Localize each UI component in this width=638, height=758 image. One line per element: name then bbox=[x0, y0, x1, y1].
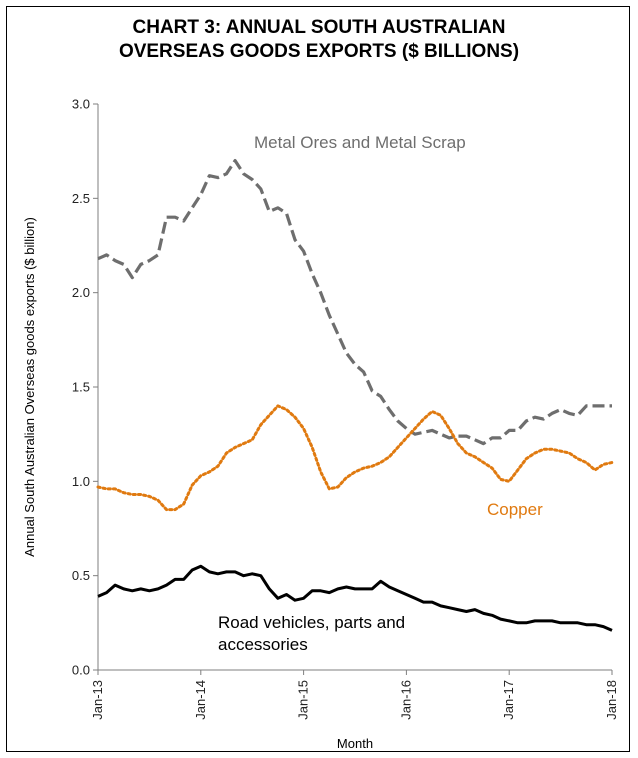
x-axis-title: Month bbox=[337, 736, 373, 751]
y-axis-ticks: 0.0 0.5 1.0 1.5 2.0 2.5 3.0 bbox=[72, 97, 98, 678]
y-tick-label: 0.0 bbox=[72, 663, 90, 678]
y-tick-label: 3.0 bbox=[72, 97, 90, 112]
series-label-2-line-0: Road vehicles, parts and bbox=[218, 613, 405, 632]
series-labels: Metal Ores and Metal Scrap Copper Road veh… bbox=[218, 133, 543, 654]
y-tick-label: 1.5 bbox=[72, 380, 90, 395]
series-line-1 bbox=[96, 404, 614, 512]
x-tick-label: Jan-16 bbox=[398, 680, 413, 720]
x-tick-label: Jan-14 bbox=[193, 680, 208, 720]
y-tick-label: 0.5 bbox=[72, 568, 90, 583]
x-tick-label: Jan-13 bbox=[90, 680, 105, 720]
y-tick-label: 2.0 bbox=[72, 285, 90, 300]
series-label-1-line-0: Copper bbox=[487, 500, 543, 519]
chart-title-line-2: OVERSEAS GOODS EXPORTS ($ BILLIONS) bbox=[118, 41, 520, 62]
series-line-2 bbox=[97, 564, 613, 632]
x-tick-label: Jan-18 bbox=[604, 680, 619, 720]
axes bbox=[97, 104, 612, 671]
series-label-0-line-0: Metal Ores and Metal Scrap bbox=[254, 133, 466, 152]
series-label-2-line-1: accessories bbox=[218, 635, 308, 654]
y-tick-label: 1.0 bbox=[72, 474, 90, 489]
chart-frame bbox=[6, 6, 630, 752]
chart-title-line-1: CHART 3: ANNUAL SOUTH AUSTRALIAN bbox=[132, 17, 506, 38]
y-axis-title: Annual South Australian Overseas goods e… bbox=[22, 217, 37, 557]
x-tick-label: Jan-17 bbox=[501, 680, 516, 720]
chart-title: CHART 3: ANNUAL SOUTH AUSTRALIAN OVERSEA… bbox=[0, 16, 638, 64]
x-tick-label: Jan-15 bbox=[296, 680, 311, 720]
y-tick-label: 2.5 bbox=[72, 191, 90, 206]
series-line-0 bbox=[97, 159, 612, 446]
series-lines bbox=[96, 159, 614, 632]
x-axis-ticks: Jan-13 Jan-14 Jan-15 Jan-16 Jan-17 Jan-18 bbox=[90, 670, 619, 720]
